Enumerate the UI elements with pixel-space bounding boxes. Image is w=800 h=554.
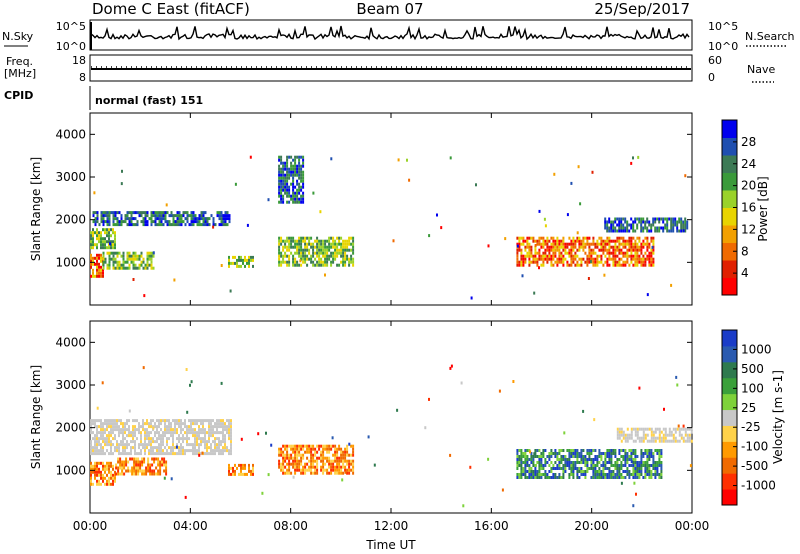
scatter-region — [90, 419, 232, 456]
scatter-region — [278, 236, 355, 267]
velocity-colorbar-label: Velocity [m s-1] — [771, 370, 785, 464]
colorbar-tick-label: 28 — [741, 135, 756, 149]
date-title: 25/Sep/2017 — [594, 0, 690, 18]
freq-tick-top: 18 — [72, 54, 86, 67]
scatter-region — [278, 444, 355, 475]
nave-label: Nave — [747, 63, 775, 76]
ytick-label: 4000 — [55, 335, 86, 349]
colorbar-tick-label: 20 — [741, 179, 756, 193]
xlabel: Time UT — [365, 538, 416, 552]
power-panel: 1000 2000 3000 4000 Slant Range [km] 28 24 20… — [29, 112, 770, 306]
nsky-panel: N.Sky 10^5 10^0 10^5 10^0 N.Search — [2, 19, 795, 53]
nsky-tick-top: 10^5 — [56, 20, 86, 33]
xtick-label: 20:00 — [574, 519, 609, 533]
station-title: Dome C East (fitACF) — [92, 0, 250, 18]
freq-panel: Freq. [MHz] 18 8 60 0 Nave — [4, 54, 775, 84]
cpid-label: CPID — [4, 89, 33, 102]
colorbar-tick-label: 4 — [741, 266, 749, 280]
xtick-label: 00:00 — [73, 519, 108, 533]
velocity-ylabel: Slant Range [km] — [29, 365, 43, 469]
nave-tick-top: 60 — [708, 54, 722, 67]
colorbar-tick-label: -1000 — [741, 479, 776, 493]
colorbar-tick-label: 25 — [741, 401, 756, 415]
colorbar-tick-label: 1000 — [741, 342, 772, 356]
scatter-region — [516, 236, 655, 267]
velocity-panel: 1000 2000 3000 4000 Slant Range [km] 1000 50… — [29, 320, 785, 514]
time-axis: 00:00 04:00 08:00 12:00 16:00 20:00 00:00 — [73, 113, 710, 533]
velocity-colorbar: 1000 500 100 25 -25 -100 -500 -1000 — [721, 329, 776, 506]
ytick-label: 2000 — [55, 213, 86, 227]
scatter-region — [90, 253, 104, 278]
colorbar-tick-label: 16 — [741, 201, 756, 215]
colorbar-tick-label: -25 — [741, 420, 761, 434]
cpid-value: normal (fast) 151 — [95, 94, 203, 107]
scatter-region — [102, 251, 155, 270]
freq-tick-bottom: 8 — [79, 71, 86, 84]
colorbar-tick-label: -500 — [741, 459, 768, 473]
xtick-label: 08:00 — [273, 519, 308, 533]
scatter-region — [616, 427, 693, 443]
xtick-label: 12:00 — [374, 519, 409, 533]
ytick-label: 3000 — [55, 170, 86, 184]
scatter-region — [228, 255, 254, 268]
xtick-label: 00:00 — [675, 519, 710, 533]
ytick-label: 1000 — [55, 255, 86, 269]
ytick-label: 3000 — [55, 378, 86, 392]
scatter-region — [115, 457, 168, 476]
xtick-label: 04:00 — [173, 519, 208, 533]
nsearch-label: N.Search — [745, 30, 795, 43]
scatter-region — [90, 228, 116, 250]
nsky-trace — [90, 22, 690, 50]
scatter-region — [90, 461, 116, 486]
beam-title: Beam 07 — [356, 0, 423, 18]
nsky-label: N.Sky — [2, 30, 34, 43]
nsearch-tick-bottom: 10^0 — [708, 40, 738, 53]
power-heatmap — [90, 155, 689, 300]
nave-tick-bottom: 0 — [708, 71, 715, 84]
colorbar-tick-label: -100 — [741, 440, 768, 454]
nsky-tick-bottom: 10^0 — [56, 40, 86, 53]
ytick-label: 4000 — [55, 127, 86, 141]
freq-label-line1: Freq. — [6, 55, 33, 68]
freq-label-line2: [MHz] — [4, 67, 36, 80]
ytick-label: 1000 — [55, 463, 86, 477]
velocity-heatmap — [90, 364, 693, 508]
scatter-region — [92, 211, 231, 227]
colorbar-tick-label: 12 — [741, 222, 756, 236]
colorbar-tick-label: 8 — [741, 244, 749, 258]
power-colorbar: 28 24 20 16 12 8 4 — [721, 119, 756, 296]
colorbar-tick-label: 24 — [741, 157, 756, 171]
nsearch-tick-top: 10^5 — [708, 20, 738, 33]
power-ylabel: Slant Range [km] — [29, 157, 43, 261]
scatter-region — [516, 449, 663, 479]
scatter-region — [228, 463, 254, 476]
scatter-region — [278, 155, 305, 204]
colorbar-tick-label: 500 — [741, 362, 764, 376]
colorbar-tick-label: 100 — [741, 381, 764, 395]
xtick-label: 16:00 — [474, 519, 509, 533]
ytick-label: 2000 — [55, 421, 86, 435]
scatter-region — [604, 217, 689, 233]
power-colorbar-label: Power [dB] — [756, 176, 770, 241]
